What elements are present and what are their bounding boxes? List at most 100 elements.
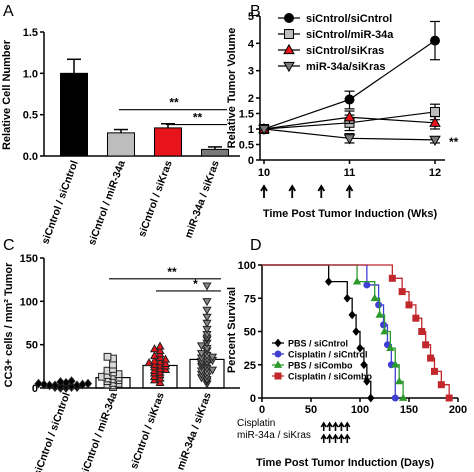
panel-a-category-label: miR-34a / siKras (183, 159, 222, 240)
panel-b-legend-marker (284, 29, 294, 39)
panel-a-bar-chart: Relative Cell Number 0.0 0.5 1.0 1.5 siCntro… (1, 27, 240, 247)
panel-d-censor-marker (352, 327, 360, 336)
panel-b-legend-label: miR-34a/siKras (306, 61, 386, 73)
panel-letter-c: C (3, 237, 15, 254)
panel-c-data-point (67, 376, 76, 386)
panel-a-bar (60, 72, 88, 157)
panel-d-legend-marker (273, 360, 283, 368)
panel-c-category-label: miR-34a / siKras (175, 391, 214, 472)
panel-c-data-point (196, 342, 207, 351)
panel-d-censor-marker (375, 301, 383, 309)
panel-b-y-tick-label: 3 (248, 66, 254, 78)
panel-d-y-tick-label: 0 (250, 393, 256, 405)
panel-b-xlabel: Time Post Tumor Induction (Wks) (263, 208, 438, 220)
panel-letters: A B C D (3, 3, 262, 254)
panel-a-y-tick-label: 1.5 (23, 27, 38, 39)
panel-b-data-point (430, 35, 440, 46)
panel-letter-d: D (250, 237, 262, 254)
panel-d-y-tick-label: 75 (244, 293, 256, 305)
panel-b-significance-label: ** (449, 135, 459, 149)
panel-c-ylabel: CC3+ cells / mm² Tumor (3, 262, 15, 388)
panel-d-sirna-arrow (344, 433, 351, 443)
panel-a-bar (201, 148, 229, 157)
panel-d-censor-marker (363, 281, 371, 289)
panel-d-censor-marker (391, 394, 399, 402)
panel-d-censor-marker (405, 301, 413, 309)
panel-c-data-point (155, 341, 165, 350)
panel-c-data-point (34, 378, 43, 389)
panel-d-treatment-label: miR-34a / siKras (237, 430, 311, 441)
panel-d-ylabel: Percent Survival (226, 287, 238, 373)
panel-d-survival-chart: Percent Survival Time Post Tumor Inducti… (226, 260, 467, 469)
panel-d-censor-marker (343, 293, 351, 303)
panel-d-x-tick-label: 200 (449, 404, 467, 416)
panel-c-data-point (202, 298, 212, 307)
panel-d-sirna-arrow (320, 433, 327, 443)
panel-d-censor-marker (430, 367, 438, 375)
panel-d-legend-marker (274, 338, 282, 348)
panel-a-y-tick-label: 0.5 (23, 110, 38, 122)
panel-a-y-tick-label: 1.0 (23, 68, 38, 80)
panel-a-significance-label: ** (169, 96, 179, 110)
panel-d-sirna-arrow (338, 433, 345, 443)
panel-letter-b: B (250, 3, 261, 20)
panel-d-x-tick-label: 0 (259, 404, 265, 416)
panel-a-bar (154, 127, 182, 157)
panel-c-category-label: siCntrol / miR-34a (78, 391, 120, 472)
panel-b-x-tick-label: 11 (344, 167, 356, 179)
panel-d-censor-marker (386, 343, 395, 352)
panel-d-censor-marker (360, 360, 368, 370)
panel-d-censor-marker (398, 393, 408, 401)
panel-c-y-tick-label: 150 (20, 253, 38, 265)
panel-c-significance-label: * (193, 277, 198, 291)
panel-d-censor-marker (437, 381, 445, 389)
panel-d-x-tick-label: 100 (351, 404, 369, 416)
panel-d-censor-marker (391, 360, 400, 368)
panel-b-legend-marker (284, 13, 294, 23)
panel-d-censor-marker (445, 394, 453, 402)
panel-d-censor-marker (412, 314, 420, 322)
panel-d-cisplatin-arrow (338, 421, 345, 431)
panel-d-censor-marker (367, 393, 375, 403)
panel-a-bar (107, 132, 135, 157)
panel-d-censor-marker (388, 274, 396, 282)
panel-d-y-tick-label: 50 (244, 327, 256, 339)
panel-d-cisplatin-arrow (320, 421, 327, 431)
panel-d-censor-marker (352, 277, 362, 285)
panel-b-treatment-arrow (317, 184, 326, 198)
panel-c-data-point (103, 352, 112, 361)
panel-c-data-point (207, 366, 218, 375)
panel-b-data-point (430, 106, 440, 117)
panel-b-treatment-arrow (345, 184, 354, 198)
panel-d-cisplatin-arrow (344, 421, 351, 431)
panel-c-data-point (83, 378, 93, 389)
panel-b-data-point (343, 111, 356, 122)
panel-d-censor-marker (427, 354, 435, 362)
panel-d-legend-marker (274, 372, 282, 380)
panel-b-y-tick-label: 0.5 (239, 140, 254, 152)
panel-c-data-point (202, 306, 212, 315)
panel-a-significance-label: ** (193, 111, 203, 125)
panel-d-censor-marker (380, 321, 388, 329)
panel-d-cisplatin-arrow (326, 421, 333, 431)
panel-d-treatment-label: Cisplatin (237, 418, 275, 429)
panel-b-data-point (343, 134, 356, 145)
panel-d-legend-label: Cisplatin / siCntrol (288, 350, 368, 360)
panel-b-y-tick-label: 4 (248, 38, 255, 50)
panel-d-legend-marker (274, 350, 282, 358)
panel-a-category-label: siCntrol / siCntrol (39, 159, 80, 246)
panel-b-data-point (429, 135, 441, 147)
panel-d-censor-marker (380, 327, 389, 335)
panel-c-data-point (207, 353, 218, 362)
panel-d-sirna-arrow (332, 433, 339, 443)
panel-d-censor-marker (348, 310, 356, 320)
panel-b-legend-label: siCntrol/siKras (306, 45, 384, 57)
panel-c-y-tick-label: 100 (20, 296, 38, 308)
panel-d-y-tick-label: 100 (238, 260, 256, 272)
panel-b-data-point (258, 124, 270, 136)
panel-b-legend-marker (283, 61, 295, 73)
panel-b-y-tick-label: 0 (248, 155, 254, 167)
panel-b-legend-label: siCntrol/siCntrol (306, 13, 392, 25)
panel-d-legend-label: PBS / siCntrol (288, 339, 348, 349)
